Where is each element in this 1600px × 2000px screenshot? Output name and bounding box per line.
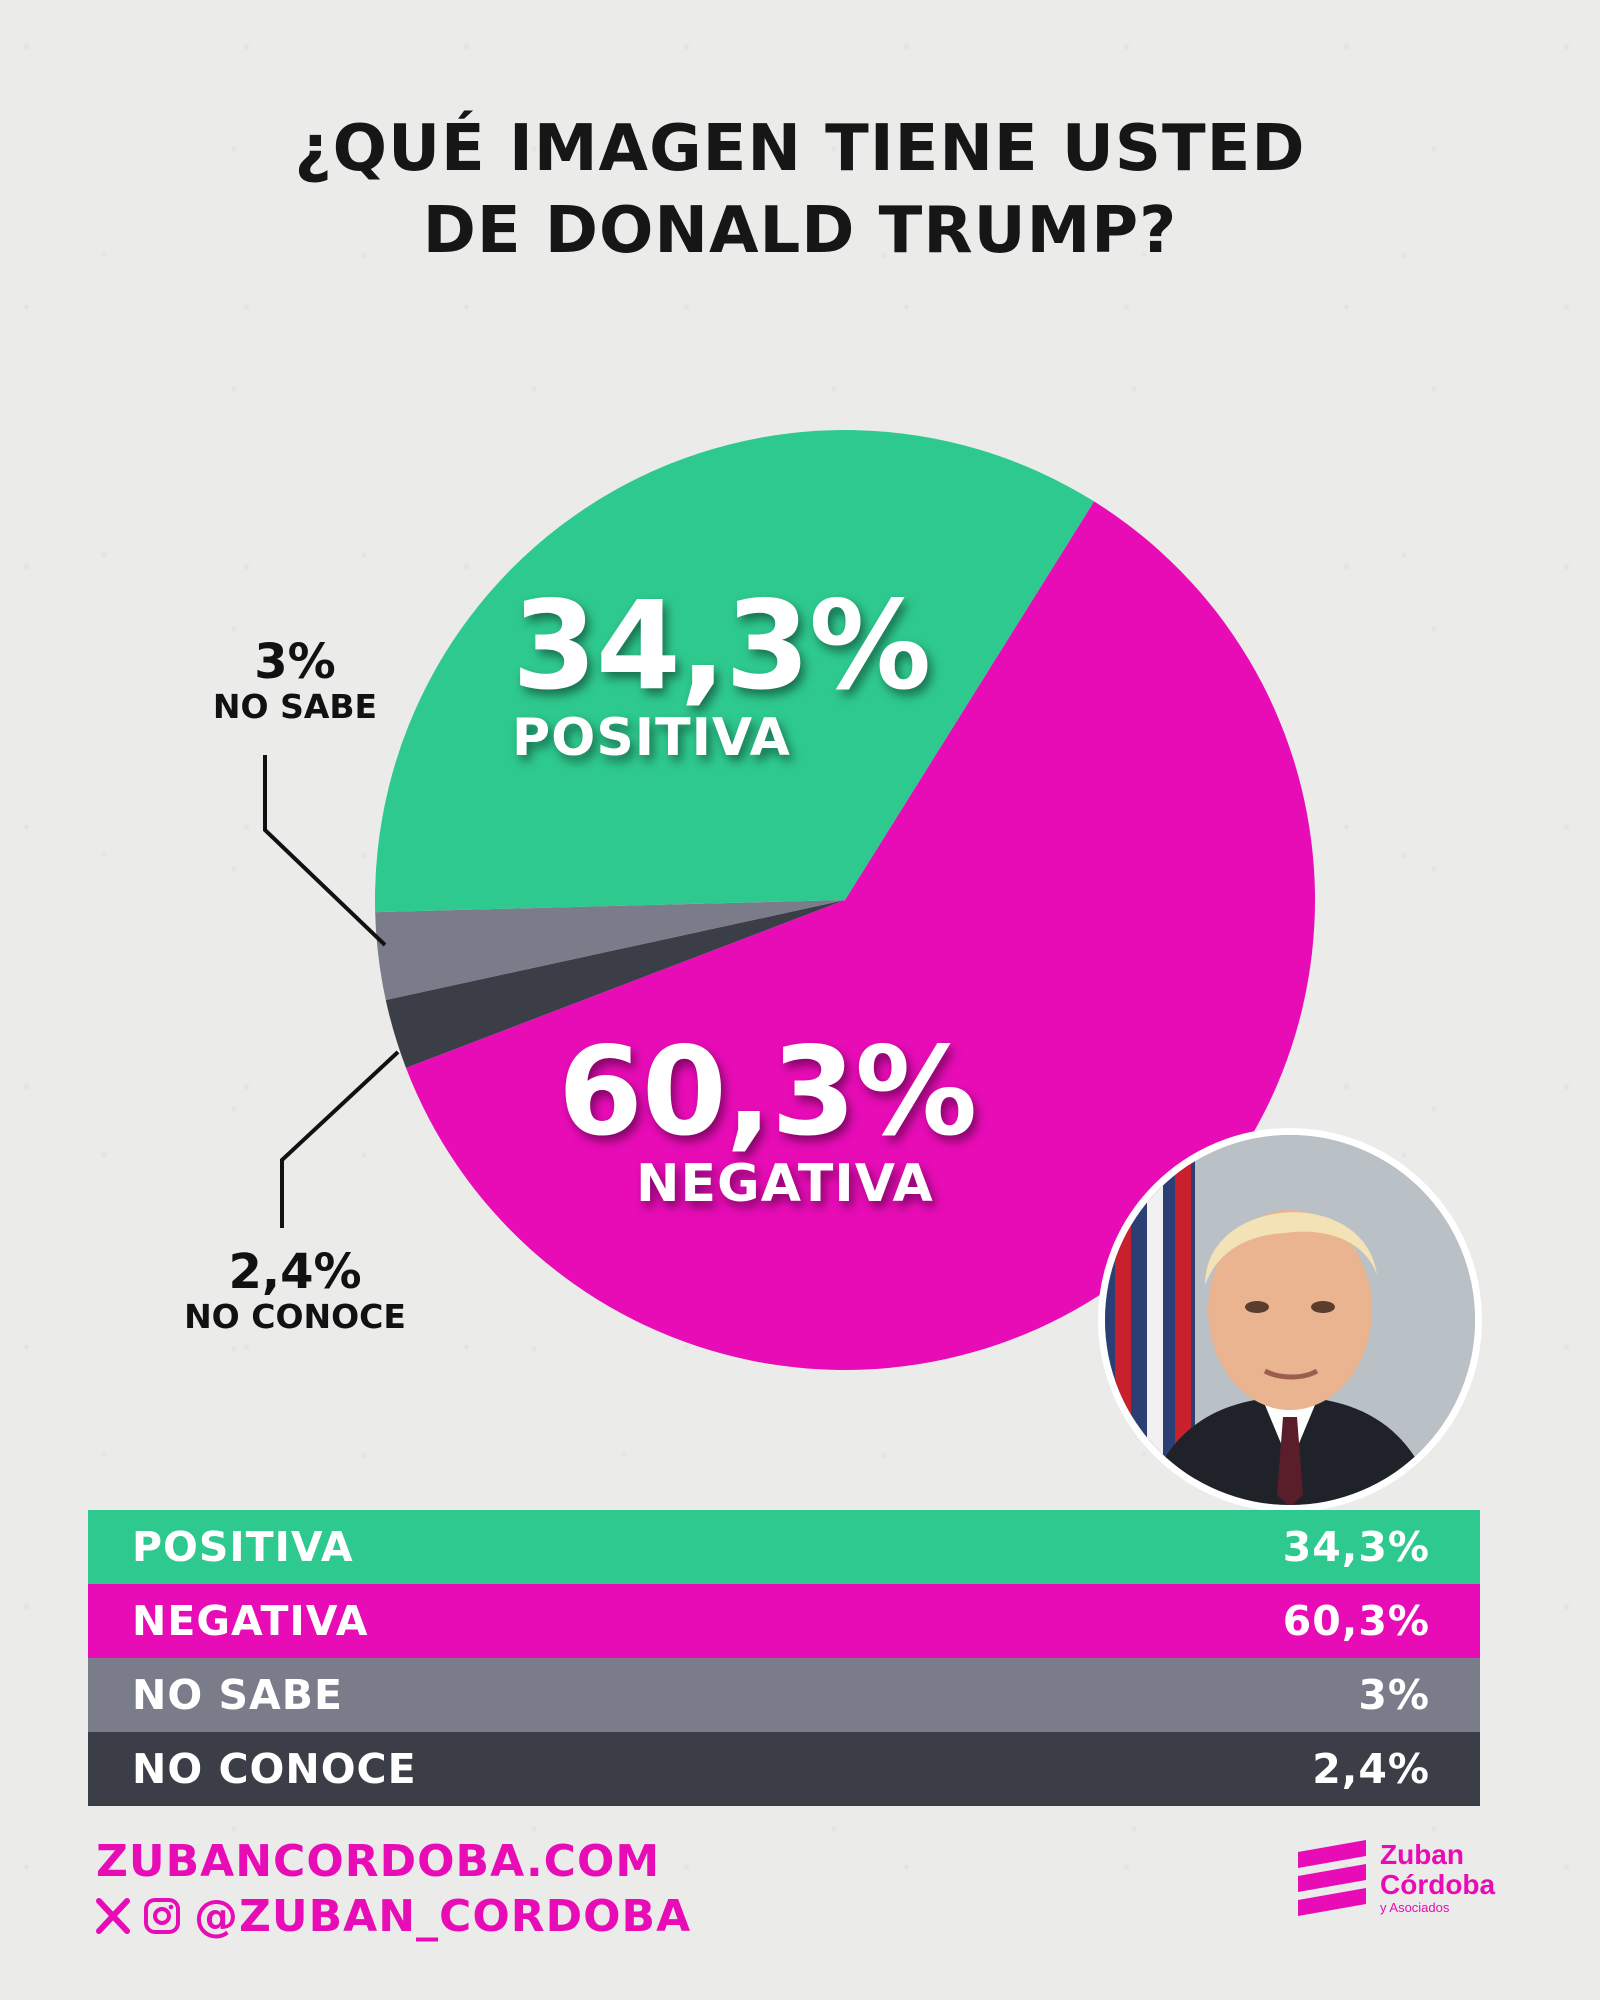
logo-line-2: Córdoba [1380,1869,1496,1900]
negativa-label: NEGATIVA [636,1154,934,1214]
pie-slice-negativa [405,501,1315,1371]
pie-label-no-sabe: 3% NO SABE [195,636,395,726]
positiva-value: 34,3% [512,575,931,717]
table-row: NO CONOCE 2,4% [88,1732,1480,1806]
logo-stripes-icon [1298,1840,1366,1916]
negativa-value: 60,3% [558,1021,977,1163]
no-conoce-label: NO CONOCE [184,1297,406,1336]
leader-line-no-conoce [280,1050,400,1228]
positiva-label: POSITIVA [512,708,791,768]
leader-line-no-sabe [263,755,387,947]
logo-line-1: Zuban [1380,1839,1464,1870]
row-value: 3% [1358,1671,1430,1719]
pie-label-no-conoce: 2,4% NO CONOCE [160,1246,430,1336]
pie-slice-no-sabe [375,900,845,1000]
table-row: POSITIVA 34,3% [88,1510,1480,1584]
logo-text: Zuban Córdoba y Asociados [1380,1840,1495,1916]
row-label: NO SABE [132,1671,343,1719]
row-value: 34,3% [1282,1523,1430,1571]
no-sabe-label: NO SABE [212,687,378,726]
results-table: POSITIVA 34,3% NEGATIVA 60,3% NO SABE 3%… [88,1510,1480,1806]
social-handles: @ZUBAN_CORDOBA [96,1888,691,1944]
pie-label-positiva: 34,3% POSITIVA [512,575,931,768]
x-icon[interactable] [96,1898,130,1934]
title-line-1: ¿QUÉ IMAGEN TIENE USTED [294,112,1306,186]
row-label: NO CONOCE [132,1745,417,1793]
table-row: NO SABE 3% [88,1658,1480,1732]
portrait-photo [1098,1128,1482,1512]
row-label: NEGATIVA [132,1597,369,1645]
social-handle[interactable]: @ZUBAN_CORDOBA [194,1890,692,1942]
website-link[interactable]: ZUBANCORDOBA.COM [96,1836,661,1887]
instagram-icon[interactable] [142,1896,182,1936]
row-value: 2,4% [1312,1745,1430,1793]
row-value: 60,3% [1282,1597,1430,1645]
table-row: NEGATIVA 60,3% [88,1584,1480,1658]
pie-chart [263,430,1315,1371]
pie-label-negativa: 60,3% NEGATIVA [558,1021,977,1214]
no-sabe-value: 3% [254,634,336,690]
pie-slice-positiva [375,430,1095,913]
chart-title: ¿QUÉ IMAGEN TIENE USTED DE DONALD TRUMP? [0,108,1600,272]
brand-logo: Zuban Córdoba y Asociados [1296,1838,1516,1928]
logo-line-3: y Asociados [1380,1900,1450,1915]
no-conoce-value: 2,4% [228,1244,362,1300]
pie-slice-no-conoce [385,900,845,1068]
row-label: POSITIVA [132,1523,354,1571]
title-line-2: DE DONALD TRUMP? [422,194,1178,268]
